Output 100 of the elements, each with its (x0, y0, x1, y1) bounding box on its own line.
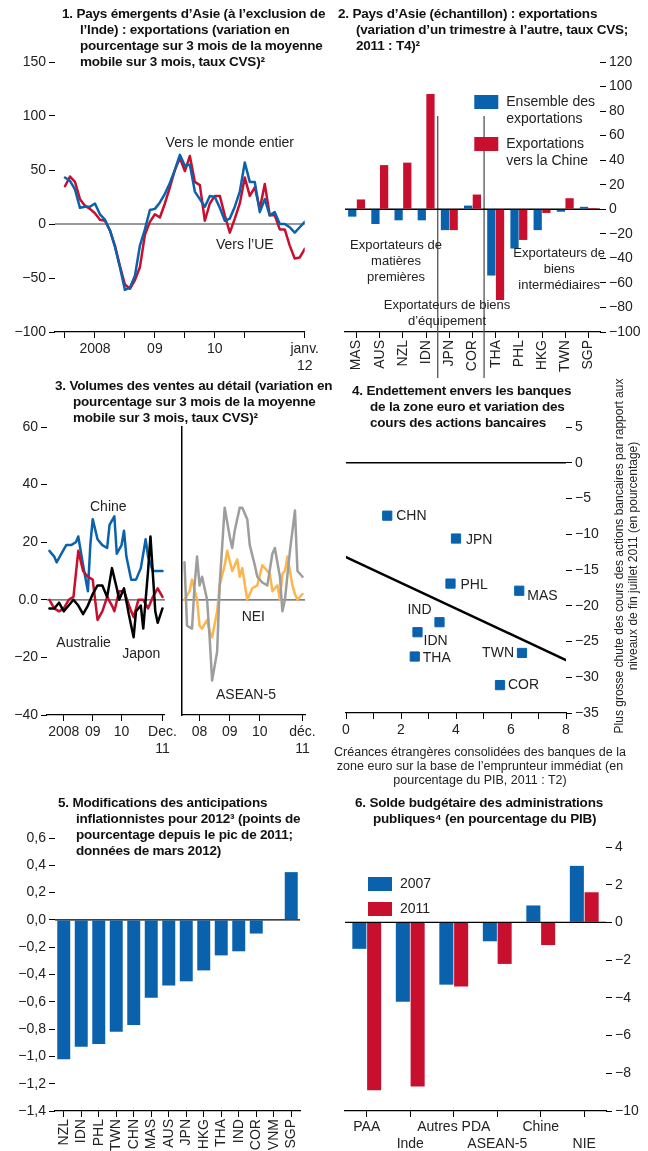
x-tick-label: TWN (107, 1119, 124, 1151)
legend-label: 2011 (400, 899, 431, 916)
chart-title: 1. Pays émergents d’Asie (à l’exclusion de l’Inde) : exportations (variation en pourcentage sur 3 mois de la moyenne mobile sur 3 mois, taux CVS)² (62, 6, 327, 70)
y2-tick-label: −25 (575, 632, 599, 649)
y-tick-label: 0,4 (26, 856, 47, 873)
x-tick-label: 8 (562, 721, 571, 738)
y2-tick-label: 4 (615, 837, 623, 854)
series-label: Chine (90, 498, 127, 515)
y2-tick-label: −20 (575, 596, 599, 613)
x-tick-label: ASEAN-5 (467, 1135, 528, 1151)
y2-tick-label: 5 (575, 417, 583, 434)
y2-tick-label: −15 (575, 560, 599, 577)
x-tick-label: HKG (194, 1119, 211, 1150)
chart-title: 4. Endettement envers les banques de la zone euro et variation des cours des actions bancaires (352, 383, 572, 430)
x-tick-label: IDN (417, 340, 433, 365)
x-tick-label: SGP (579, 340, 596, 370)
y-tick-label: −50 (22, 268, 47, 285)
x-tick-label: COR (463, 340, 480, 372)
y-tick-label: 0.0 (18, 590, 39, 607)
series-label: Japon (122, 645, 161, 662)
x-tick-label: PAA (353, 1118, 381, 1135)
y2-tick-label: 80 (609, 101, 625, 118)
legend-label: Ensemble des exportations (506, 92, 595, 126)
y2-tick-label: 120 (609, 52, 633, 69)
x-tick-label: Chine (522, 1118, 560, 1135)
y-tick-label: −0,6 (18, 992, 47, 1009)
x-tick-label: 2008 (48, 723, 80, 740)
x-tick-label: MAS (142, 1119, 159, 1150)
series-label: THA (422, 649, 452, 666)
x-tick-label: JPN (177, 1119, 194, 1146)
x-tick-label: 10 (113, 723, 130, 740)
series-label: COR (508, 675, 540, 692)
x-tick-label: Inde (396, 1135, 425, 1151)
x-tick-label: HKG (532, 340, 549, 371)
annotation: Exportateurs de biens intermédiaires (513, 245, 606, 293)
x-tick-label: TWN (556, 340, 573, 372)
y-tick-label: 0,0 (26, 910, 47, 927)
x-tick-label: PHL (89, 1118, 106, 1147)
x-tick-label: 08 (191, 723, 208, 740)
series-label: Vers le monde entier (165, 133, 295, 150)
y2-tick-label: −5 (575, 489, 592, 506)
series-label: IDN (423, 632, 448, 649)
y-tick-label: 40 (22, 475, 39, 492)
x-tick-label: COR (247, 1119, 264, 1151)
x-tick-label: NIE (572, 1135, 596, 1151)
series-label: Australie (56, 633, 111, 650)
y-tick-label: −20 (14, 648, 39, 665)
x-tick-label: 4 (452, 721, 461, 738)
x-tick-label: AUS (159, 1119, 176, 1148)
y-tick-label: 50 (30, 160, 47, 177)
y2-axis-title: Plus grosse chute des cours des actions bancaires par rapport aux niveaux de fin juillet 2011 (en pourcentage) (611, 377, 640, 736)
y2-tick-label: −40 (609, 249, 633, 266)
y-tick-label: 60 (22, 417, 39, 434)
series-label: CHN (396, 506, 427, 523)
y-tick-label: 20 (22, 533, 39, 550)
series-label: TWN (482, 643, 514, 660)
x-tick-label: CHN (124, 1119, 141, 1150)
series-label: NEI (241, 607, 266, 624)
y2-tick-label: −20 (609, 224, 633, 241)
legend-label: 2007 (400, 874, 432, 891)
y2-tick-label: −30 (575, 668, 599, 685)
y2-tick-label: −10 (615, 1101, 639, 1118)
x-tick-label: 09 (147, 340, 163, 357)
y2-tick-label: −100 (609, 322, 641, 339)
x-tick-label: 0 (342, 721, 351, 738)
x-tick-label: Dec. 11 (148, 723, 177, 757)
y-tick-label: 150 (22, 52, 47, 69)
y-tick-label: −0,4 (18, 965, 47, 982)
y2-tick-label: −60 (609, 273, 633, 290)
x-tick-label: 10 (252, 723, 268, 740)
y-tick-label: −40 (14, 705, 39, 722)
x-tick-label: AUS (370, 340, 387, 369)
x-tick-label: MAS (347, 340, 364, 371)
chart-title: 5. Modifications des anticipations inflationnistes pour 2012³ (points de pourcentage depuis le pic de 2011; données de mars 2012) (58, 795, 302, 859)
x-tick-label: déc. 11 (289, 723, 316, 757)
y2-tick-label: −2 (615, 951, 632, 967)
legend-label: Exportations vers la Chine (506, 134, 589, 168)
x-tick-label: NZL (54, 1118, 71, 1146)
x-tick-label: 2 (397, 721, 406, 738)
y2-tick-label: 40 (609, 151, 625, 168)
y2-tick-label: 0 (615, 913, 623, 930)
y-tick-label: −1,4 (18, 1101, 47, 1118)
series-label: MAS (527, 586, 558, 603)
y-tick-label: −100 (14, 322, 47, 339)
y2-tick-label: 0 (609, 200, 617, 217)
x-tick-label: IDN (72, 1119, 89, 1144)
x-tick-label: 6 (507, 721, 516, 738)
x-tick-label: janv. 12 (289, 340, 320, 374)
chart-title: 6. Solde budgétaire des administrations publiques⁴ (en pourcentage du PIB) (355, 795, 604, 827)
x-tick-label: VNM (264, 1119, 281, 1151)
x-tick-label: THA (486, 339, 503, 368)
x-tick-label: THA (212, 1118, 229, 1147)
x-tick-label: JPN (440, 340, 457, 367)
y-tick-label: 100 (22, 106, 47, 123)
x-tick-label: 10 (207, 340, 223, 357)
y2-tick-label: 20 (609, 175, 625, 192)
y-tick-label: −1,2 (18, 1074, 47, 1091)
y2-tick-label: −10 (575, 525, 599, 542)
y2-tick-label: −6 (615, 1026, 632, 1043)
y-tick-label: 0,6 (26, 828, 47, 845)
